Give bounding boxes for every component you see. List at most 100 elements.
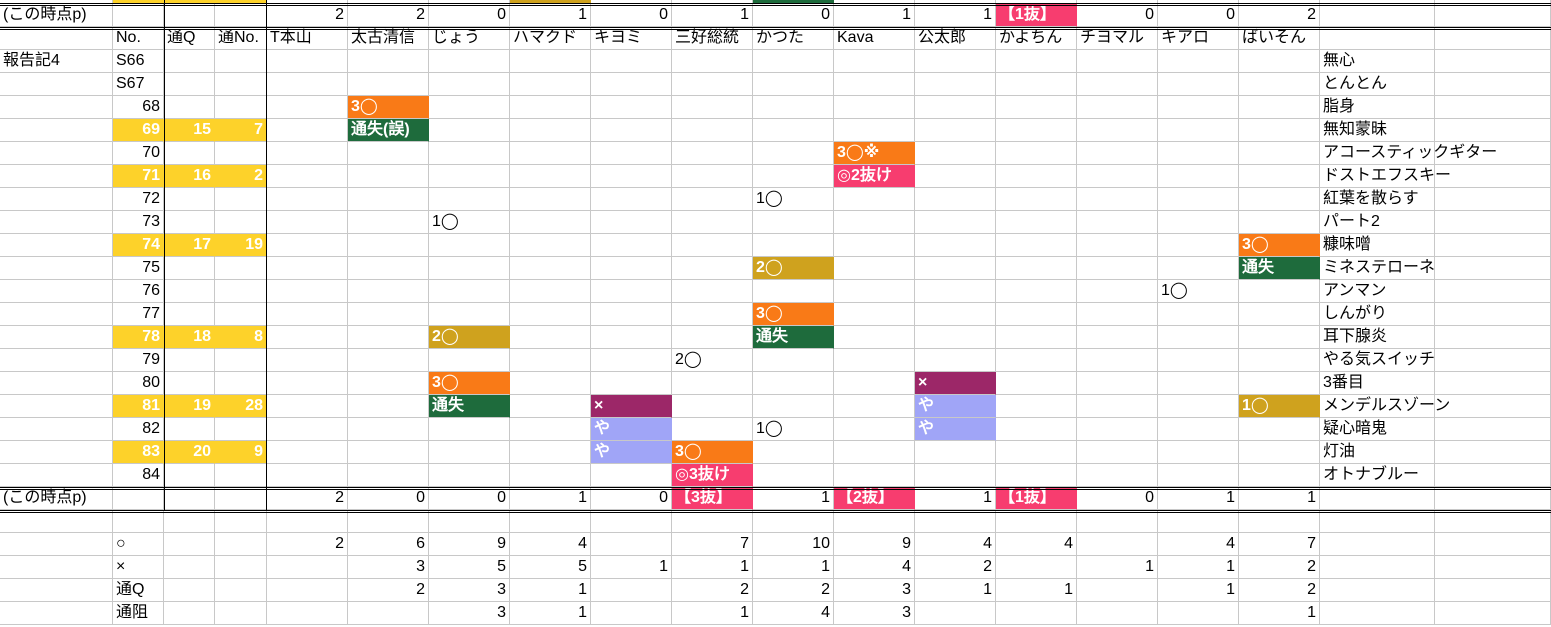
cell-H10[interactable] bbox=[510, 211, 591, 234]
cell-S10[interactable] bbox=[1435, 211, 1551, 234]
cell-Q10[interactable] bbox=[1239, 211, 1320, 234]
cell-B22[interactable] bbox=[113, 487, 164, 510]
cell-O17[interactable] bbox=[1077, 372, 1158, 395]
cell-F15[interactable] bbox=[348, 326, 429, 349]
cell-E6[interactable] bbox=[267, 119, 348, 142]
cell-F23[interactable] bbox=[348, 510, 429, 533]
cell-F8[interactable] bbox=[348, 165, 429, 188]
result-mark[interactable]: 通失 bbox=[1239, 257, 1320, 280]
cell-L5[interactable] bbox=[834, 96, 915, 119]
stat-label[interactable]: 通Q bbox=[113, 579, 164, 602]
pass-q[interactable] bbox=[164, 96, 215, 119]
result-mark[interactable]: 2◯ bbox=[429, 326, 510, 349]
points-bottom-value[interactable]: 1 bbox=[915, 487, 996, 510]
cell-L21[interactable] bbox=[834, 464, 915, 487]
cell-I13[interactable] bbox=[591, 280, 672, 303]
cell-N8[interactable] bbox=[996, 165, 1077, 188]
cell-D24[interactable] bbox=[215, 533, 267, 556]
stat-value[interactable]: 4 bbox=[915, 533, 996, 556]
answer-title[interactable]: アコースティックギター bbox=[1320, 142, 1497, 165]
cell-Q21[interactable] bbox=[1239, 464, 1320, 487]
question-number[interactable]: 73 bbox=[113, 211, 164, 234]
points-top-value[interactable]: 0 bbox=[753, 4, 834, 27]
pass-no[interactable]: 2 bbox=[215, 165, 267, 188]
pass-no[interactable] bbox=[215, 303, 267, 326]
cell-G4[interactable] bbox=[429, 73, 510, 96]
cell-K20[interactable] bbox=[753, 441, 834, 464]
cell-M21[interactable] bbox=[915, 464, 996, 487]
cell-L19[interactable] bbox=[834, 418, 915, 441]
question-number[interactable]: 82 bbox=[113, 418, 164, 441]
result-mark[interactable]: 2◯ bbox=[672, 349, 753, 372]
cell-J6[interactable] bbox=[672, 119, 753, 142]
cell-K8[interactable] bbox=[753, 165, 834, 188]
cell-G20[interactable] bbox=[429, 441, 510, 464]
cell-Q20[interactable] bbox=[1239, 441, 1320, 464]
cell-Q8[interactable] bbox=[1239, 165, 1320, 188]
cell-N23[interactable] bbox=[996, 510, 1077, 533]
cell-H6[interactable] bbox=[510, 119, 591, 142]
pass-no[interactable] bbox=[215, 349, 267, 372]
cell-G14[interactable] bbox=[429, 303, 510, 326]
cell-K3[interactable] bbox=[753, 50, 834, 73]
stat-value[interactable]: 5 bbox=[510, 556, 591, 579]
points-bottom-value[interactable]: 1 bbox=[1239, 487, 1320, 510]
result-mark[interactable]: 1◯ bbox=[753, 418, 834, 441]
cell-A25[interactable] bbox=[0, 556, 113, 579]
stat-value[interactable]: 1 bbox=[1239, 602, 1320, 625]
cell-R23[interactable] bbox=[1320, 510, 1435, 533]
cell-I24[interactable] bbox=[591, 533, 672, 556]
points-top-value[interactable]: 0 bbox=[429, 4, 510, 27]
stat-value[interactable]: 4 bbox=[510, 533, 591, 556]
points-bottom-value[interactable]: 0 bbox=[348, 487, 429, 510]
cell-K17[interactable] bbox=[753, 372, 834, 395]
cell-R1[interactable] bbox=[1320, 4, 1435, 27]
cell-C27[interactable] bbox=[164, 602, 215, 625]
cell-H12[interactable] bbox=[510, 257, 591, 280]
cell-E12[interactable] bbox=[267, 257, 348, 280]
result-mark[interactable]: 3◯ bbox=[429, 372, 510, 395]
cell-I6[interactable] bbox=[591, 119, 672, 142]
cell-S27[interactable] bbox=[1435, 602, 1551, 625]
cell-A4[interactable] bbox=[0, 73, 113, 96]
cell-S11[interactable] bbox=[1435, 234, 1551, 257]
question-number[interactable]: S67 bbox=[113, 73, 164, 96]
cell-I14[interactable] bbox=[591, 303, 672, 326]
cell-C22[interactable] bbox=[164, 487, 215, 510]
cell-S8[interactable] bbox=[1435, 165, 1551, 188]
result-mark[interactable]: 1◯ bbox=[1239, 395, 1320, 418]
pass-no[interactable]: 8 bbox=[215, 326, 267, 349]
cell-N11[interactable] bbox=[996, 234, 1077, 257]
cell-G8[interactable] bbox=[429, 165, 510, 188]
cell-P19[interactable] bbox=[1158, 418, 1239, 441]
cell-A17[interactable] bbox=[0, 372, 113, 395]
cell-P12[interactable] bbox=[1158, 257, 1239, 280]
answer-title[interactable]: 耳下腺炎 bbox=[1320, 326, 1435, 349]
cell-S2[interactable] bbox=[1435, 27, 1551, 50]
cell-G6[interactable] bbox=[429, 119, 510, 142]
cell-N3[interactable] bbox=[996, 50, 1077, 73]
cell-F12[interactable] bbox=[348, 257, 429, 280]
cell-P21[interactable] bbox=[1158, 464, 1239, 487]
cell-Q15[interactable] bbox=[1239, 326, 1320, 349]
pass-q[interactable] bbox=[164, 280, 215, 303]
points-top-value[interactable]: 2 bbox=[267, 4, 348, 27]
points-bottom-badge[interactable]: 【1抜】 bbox=[996, 487, 1077, 510]
cell-K13[interactable] bbox=[753, 280, 834, 303]
cell-O3[interactable] bbox=[1077, 50, 1158, 73]
cell-I12[interactable] bbox=[591, 257, 672, 280]
pass-no[interactable] bbox=[215, 280, 267, 303]
cell-Q9[interactable] bbox=[1239, 188, 1320, 211]
answer-title[interactable]: 灯油 bbox=[1320, 441, 1435, 464]
cell-H8[interactable] bbox=[510, 165, 591, 188]
cell-I3[interactable] bbox=[591, 50, 672, 73]
cell-E20[interactable] bbox=[267, 441, 348, 464]
column-header-H[interactable]: ハマクド bbox=[510, 27, 591, 50]
cell-E17[interactable] bbox=[267, 372, 348, 395]
cell-J4[interactable] bbox=[672, 73, 753, 96]
column-header-C[interactable]: 通Q bbox=[164, 27, 215, 50]
cell-F17[interactable] bbox=[348, 372, 429, 395]
cell-L16[interactable] bbox=[834, 349, 915, 372]
cell-H3[interactable] bbox=[510, 50, 591, 73]
answer-title[interactable]: しんがり bbox=[1320, 303, 1435, 326]
